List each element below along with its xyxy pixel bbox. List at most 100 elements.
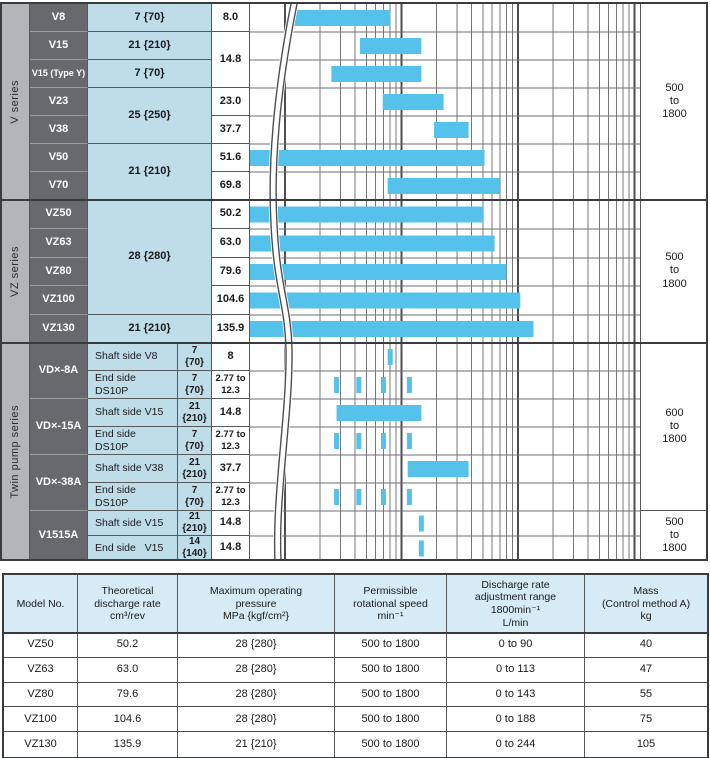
pressure-cell: 21 {210} [88,32,212,60]
series-label-text: VZ series [8,246,21,297]
model-cell: VZ63 [30,229,88,258]
discharge-mark [356,433,362,449]
pressure-cell: 25 {250} [88,88,212,144]
series-label: VZ series [2,200,30,343]
discharge-rate-cell: 104.6 [212,286,250,315]
discharge-mark [406,377,412,393]
model-cell: V8 [30,4,88,32]
spec-value-cell: 0 to 90 [447,633,585,658]
model-cell: V15 [30,32,88,60]
model-cell: V50 [30,144,88,172]
speed-range-cell: 500 to 1800 [640,200,708,343]
series-label-text: Twin pump series [8,405,21,499]
discharge-rate-cell: 63.0 [212,229,250,258]
speed-range-cell: 500 to 1800 [640,4,708,200]
spec-value-cell: 79.6 [78,682,178,708]
discharge-rate-cell: 2.77 to 12.3 [212,371,250,399]
discharge-rate-cell: 14.8 [212,511,250,536]
discharge-rate-cell: 14.8 [212,399,250,427]
spec-header-cell: Discharge rate adjustment range 1800min⁻… [447,575,585,633]
pressure-cell: 7 {70} [88,4,212,32]
discharge-mark [380,489,386,505]
pressure-cell: 21 {210} [178,399,212,427]
discharge-rate-cell: 51.6 [212,144,250,172]
discharge-mark [418,515,424,532]
pressure-cell: 14 {140} [178,536,212,561]
discharge-range-bar [331,66,422,82]
model-cell: V38 [30,116,88,144]
pressure-cell: 21 {210} [88,315,212,343]
spec-value-cell: 500 to 1800 [335,682,447,708]
discharge-range-bar [250,206,484,223]
model-cell: VZ50 [30,200,88,229]
section-border [0,2,708,4]
discharge-rate-cell: 14.8 [212,32,250,88]
model-cell: VZ100 [30,286,88,315]
discharge-range-bar [250,235,495,252]
discharge-rate-cell: 8.0 [212,4,250,32]
pressure-cell: 21 {210} [178,511,212,536]
spec-value-cell: 28 {280} [178,633,335,658]
discharge-mark [406,489,412,505]
discharge-range-bar [336,405,422,421]
discharge-mark [356,489,362,505]
discharge-rate-cell: 2.77 to 12.3 [212,427,250,455]
spec-model-cell: VZ130 [4,732,78,757]
discharge-rate-cell: 2.77 to 12.3 [212,483,250,511]
section-border [2,573,709,575]
section-border [2,632,709,634]
discharge-range-bar [250,321,534,337]
discharge-range-bar [250,292,521,309]
spec-value-cell: 47 [585,657,707,683]
model-cell: VD×-15A [30,399,88,455]
discharge-rate-cell: 79.6 [212,258,250,286]
discharge-range-bar [387,178,500,194]
pressure-cell: 21 {210} [178,455,212,483]
spec-header-cell: Model No. [4,575,78,633]
pressure-cell: 7 {70} [88,60,212,88]
spec-value-cell: 0 to 113 [447,657,585,683]
spec-value-cell: 40 [585,633,707,658]
discharge-mark [406,433,412,449]
model-cell: VZ80 [30,258,88,286]
spec-value-cell: 28 {280} [178,682,335,708]
discharge-range-bar [294,10,391,26]
discharge-range-bar [250,150,485,166]
discharge-rate-cell: 37.7 [212,116,250,144]
spec-value-cell: 28 {280} [178,657,335,683]
model-cell: VZ130 [30,315,88,343]
discharge-range-bar [407,461,469,477]
discharge-mark [334,377,340,393]
spec-value-cell: 21 {210} [178,732,335,757]
discharge-range-chart [250,4,640,561]
table-border [0,2,2,561]
axis-break [275,4,298,561]
table-border [2,573,4,758]
pump-side-cell: Shaft side V38 [88,455,178,483]
spec-value-cell: 104.6 [78,707,178,733]
spec-value-cell: 50.2 [78,633,178,658]
section-border [0,199,708,201]
pump-side-cell: End side DS10P [88,371,178,399]
pressure-cell: 7 {70} [178,483,212,511]
spec-header-cell: Maximum operating pressure MPa {kgf/cm²} [178,575,335,633]
pressure-cell: 28 {280} [88,200,212,315]
discharge-mark [380,377,386,393]
spec-model-cell: VZ63 [4,657,78,683]
pump-side-cell: End side DS10P [88,427,178,455]
discharge-rate-cell: 37.7 [212,455,250,483]
axis-break [269,4,292,561]
spec-model-cell: VZ50 [4,633,78,658]
discharge-range-bar [250,264,507,280]
spec-value-cell: 75 [585,707,707,733]
spec-value-cell: 500 to 1800 [335,707,447,733]
spec-header-cell: Mass (Control method A) kg [585,575,707,633]
model-cell: VD×-8A [30,343,88,399]
pump-side-cell: End side V15 [88,536,178,561]
pressure-cell: 7 {70} [178,371,212,399]
discharge-mark [387,349,393,365]
spec-value-cell: 55 [585,682,707,708]
table-border [706,2,708,561]
model-cell: V70 [30,172,88,200]
